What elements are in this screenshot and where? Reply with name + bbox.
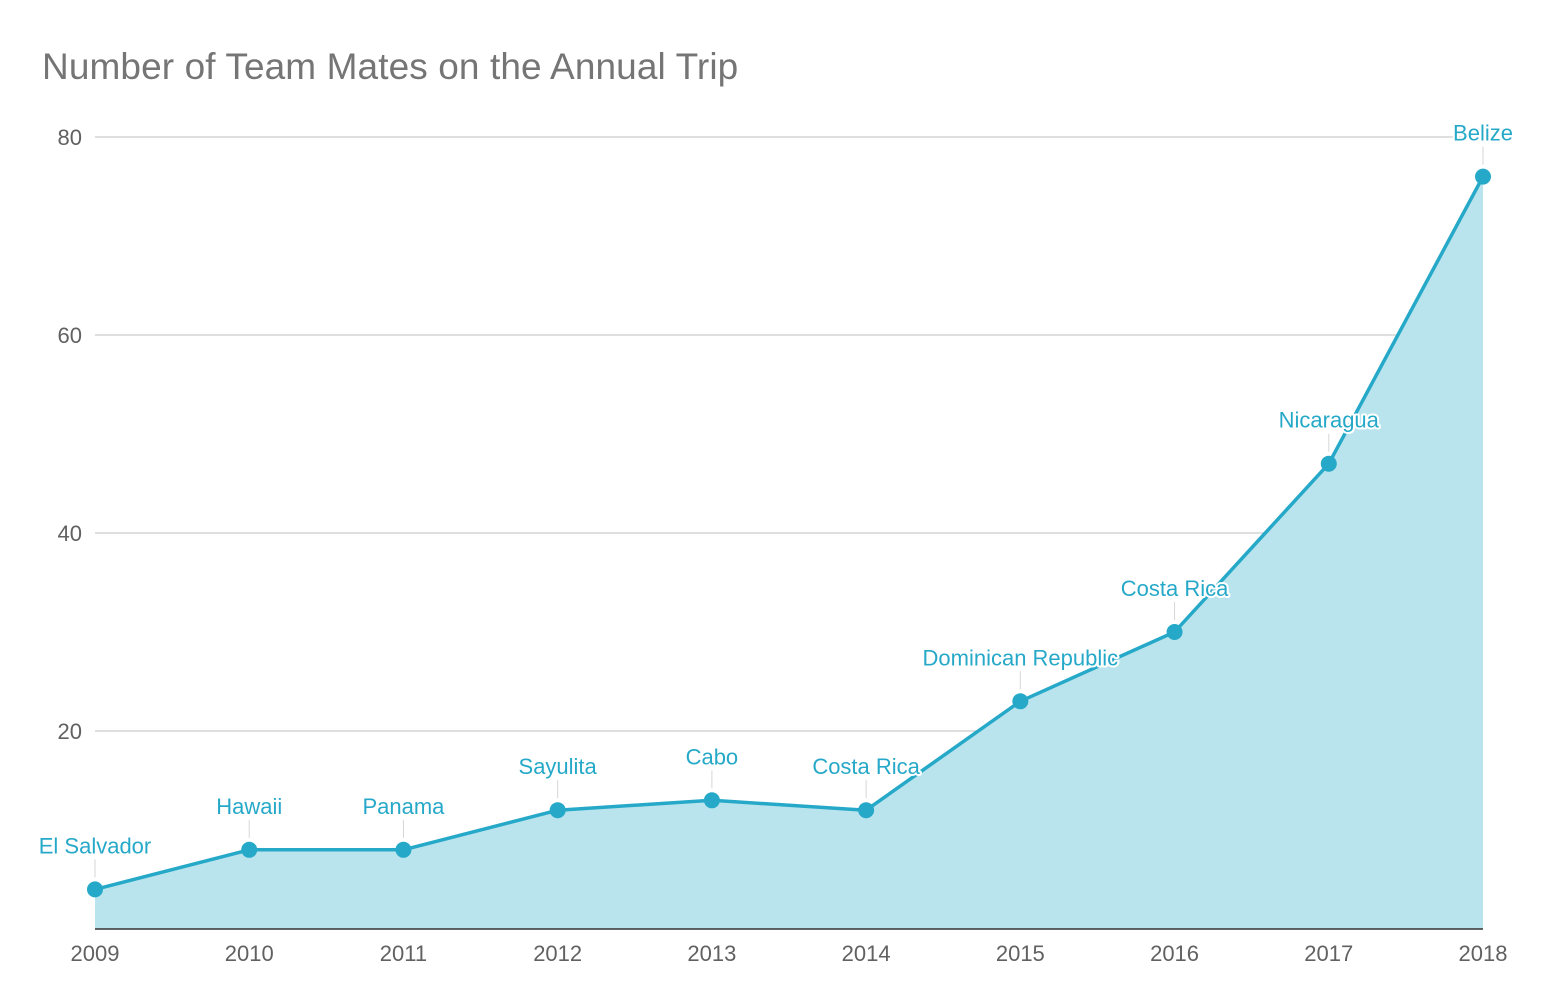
area-fill — [95, 176, 1483, 930]
data-point — [87, 881, 103, 898]
data-point — [858, 802, 875, 819]
y-tick-label: 40 — [58, 521, 82, 546]
data-point — [1012, 693, 1029, 710]
point-label: Costa Rica — [1121, 576, 1229, 601]
point-label: Nicaragua — [1279, 408, 1380, 433]
data-point — [1320, 455, 1337, 472]
series-line — [94, 175, 1485, 892]
point-label: Hawaii — [216, 794, 282, 819]
x-tick-label: 2012 — [533, 941, 582, 966]
point-label: Belize — [1453, 121, 1513, 146]
point-label-layer: El Salvador Hawaii Panama Sayulita Cabo Costa… — [37, 119, 1515, 878]
chart-title: Number of Team Mates on the Annual Trip — [42, 46, 739, 87]
data-point — [549, 802, 566, 819]
data-point — [241, 841, 258, 858]
area-fill-layer — [95, 176, 1483, 930]
data-point — [395, 841, 412, 858]
x-tick-label: 2013 — [687, 941, 736, 966]
point-label: Panama — [362, 794, 445, 819]
data-point — [1475, 168, 1491, 185]
x-tick-label: 2010 — [225, 941, 274, 966]
point-label: Sayulita — [519, 754, 598, 779]
x-tick-label: 2011 — [380, 941, 427, 966]
tick-label-layer: 20 40 60 80 2009 2010 2011 2012 2013 2014 2015 2016… — [58, 125, 1508, 966]
point-label: El Salvador — [39, 833, 152, 858]
x-tick-label: 2014 — [842, 941, 891, 966]
x-tick-label: 2018 — [1459, 941, 1508, 966]
line-layer — [87, 168, 1491, 898]
x-tick-label: 2017 — [1304, 941, 1353, 966]
y-tick-label: 60 — [58, 323, 82, 348]
data-point — [1166, 624, 1183, 640]
x-tick-label: 2009 — [71, 941, 120, 966]
x-tick-label: 2015 — [996, 941, 1045, 966]
y-tick-label: 80 — [58, 125, 82, 150]
point-label: Cabo — [686, 744, 739, 769]
point-label: Dominican Republic — [923, 645, 1119, 670]
data-point — [703, 792, 720, 809]
x-tick-label: 2016 — [1150, 941, 1199, 966]
y-tick-label: 20 — [58, 719, 82, 744]
point-label: Costa Rica — [812, 754, 920, 779]
